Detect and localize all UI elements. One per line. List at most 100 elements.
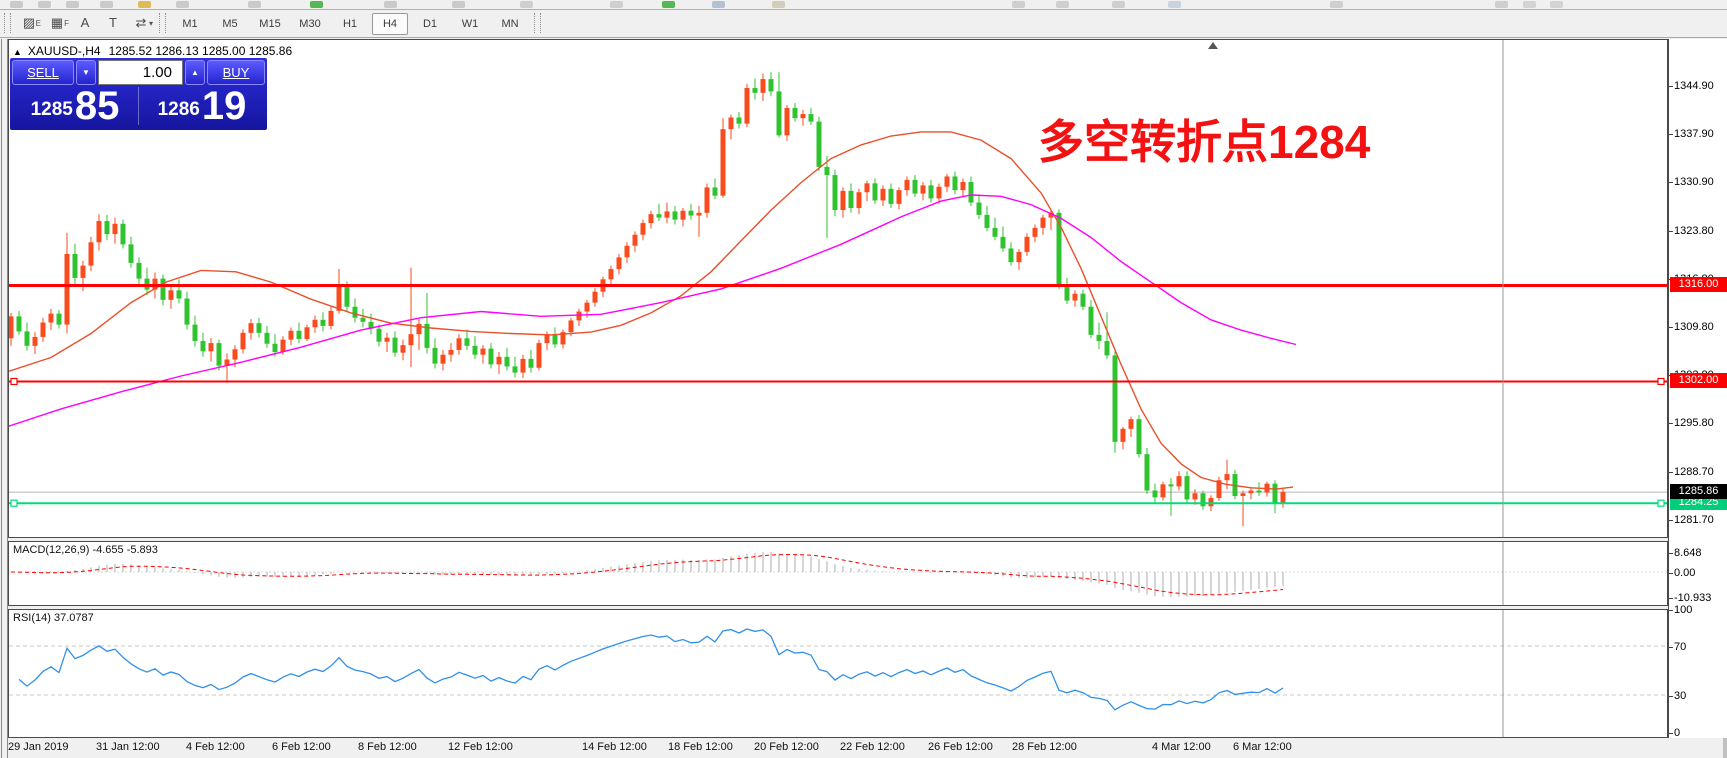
grid-tool-icon[interactable]: ▦ F [50, 15, 69, 30]
price-tick: 1288.70 [1674, 465, 1714, 478]
toolbar-icon-stub[interactable] [1056, 1, 1069, 8]
toolbar-icon-stub[interactable] [772, 1, 785, 8]
candle-body [424, 323, 430, 348]
candle-body [272, 343, 278, 352]
toolbar-icon-stub[interactable] [1330, 1, 1343, 8]
candle-body [824, 166, 830, 176]
rsi-panel[interactable]: RSI(14) 37.0787 [8, 609, 1668, 738]
toolbar-grip[interactable] [159, 13, 166, 33]
text-label-tool-icon[interactable]: A [80, 15, 90, 30]
candle-body [9, 316, 14, 339]
toolbar-icon-stub[interactable] [384, 1, 397, 8]
candle-body [664, 211, 670, 218]
candle-body [288, 330, 294, 340]
toolbar-icon-stub[interactable] [138, 1, 151, 8]
timeframe-button-h4[interactable]: H4 [372, 13, 408, 35]
one-click-trading-panel: SELL ▼ 1.00 ▲ BUY 1285 85 1286 19 [10, 58, 267, 130]
candle-body [800, 114, 806, 119]
candle-body [1216, 480, 1222, 499]
candle-body [1152, 490, 1158, 498]
toolbar-icon-stub[interactable] [1112, 1, 1125, 8]
line-handle[interactable] [1657, 377, 1665, 386]
toolbar-icon-stub[interactable] [100, 1, 113, 8]
timeframe-button-m5[interactable]: M5 [222, 18, 238, 30]
current-price-badge: 1285.86 [1670, 483, 1727, 499]
candle-body [464, 338, 470, 346]
sell-price[interactable]: 1285 85 [30, 84, 120, 128]
candle-body [472, 345, 478, 355]
chart-shift-marker[interactable] [1208, 42, 1218, 49]
candle-body [1256, 490, 1262, 493]
volume-increase-icon[interactable]: ▲ [185, 60, 205, 85]
toolbar-icon-stub[interactable] [1168, 1, 1181, 8]
chart-mode-tool-icon[interactable]: ▨ E [22, 15, 41, 30]
candle-body [928, 185, 934, 199]
price-tick: 1309.80 [1674, 321, 1714, 333]
buy-price[interactable]: 1286 19 [157, 84, 247, 128]
toolbar-icon-stub[interactable] [1523, 1, 1536, 8]
toolbar-icon-stub[interactable] [452, 1, 465, 8]
candle-body [568, 320, 574, 333]
line-handle[interactable] [10, 377, 18, 386]
date-tick-label: 31 Jan 12:00 [96, 741, 160, 753]
candle-body [168, 290, 174, 300]
candle-body [584, 302, 590, 312]
price-tick: 1330.90 [1674, 176, 1714, 189]
toolbar-icon-stub[interactable] [38, 1, 51, 8]
macd-histogram [18, 552, 1284, 597]
toolbar-icon-stub[interactable] [1550, 1, 1563, 8]
timeframe-button-mn[interactable]: MN [501, 18, 519, 30]
toolbar-grip[interactable] [534, 13, 541, 33]
rsi-tick: 70 [1674, 641, 1687, 653]
toolbar-icon-stub[interactable] [662, 1, 675, 8]
timeframe-button-m30[interactable]: M30 [299, 18, 321, 30]
toolbar-icon-stub[interactable] [176, 1, 189, 8]
toolbar-icon-stub[interactable] [520, 1, 533, 8]
timeframe-button-m1[interactable]: M1 [182, 18, 198, 30]
candle-body [536, 343, 542, 368]
symbol-ohlc-values: 1285.52 1286.13 1285.00 1285.86 [108, 44, 293, 58]
line-handle[interactable] [10, 499, 18, 507]
candle-body [896, 190, 902, 204]
toolbar-icon-stub[interactable] [1495, 1, 1508, 8]
candle-body [480, 348, 486, 355]
timeframe-button-w1[interactable]: W1 [461, 18, 479, 30]
toolbar-grip[interactable] [4, 13, 11, 33]
candle-body [1072, 293, 1078, 301]
candle-body [488, 348, 494, 365]
macd-label: MACD(12,26,9) -4.655 -5.893 [13, 544, 158, 556]
time-axis[interactable]: 29 Jan 2019 31 Jan 12:00 4 Feb 12:00 6 Feb … [8, 738, 1668, 758]
candle-body [40, 322, 46, 337]
toolbar-icon-stub[interactable] [610, 1, 623, 8]
arrows-tool-icon[interactable]: ⇄ ▾ [135, 15, 153, 30]
candle-body [736, 117, 742, 124]
text-box-tool-icon[interactable]: T [109, 15, 117, 30]
timeframe-button-m15[interactable]: M15 [259, 18, 281, 30]
toolbar-icon-stub[interactable] [10, 1, 23, 8]
candle-body [656, 214, 662, 218]
toolbar-icon-stub[interactable] [310, 1, 323, 8]
candle-body [992, 227, 998, 237]
toolbar-icon-stub[interactable] [248, 1, 261, 8]
candle-body [104, 221, 110, 235]
symbol-header: ▲ XAUUSD-,H4 1285.52 1286.13 1285.00 1285.… [13, 44, 292, 58]
price-badge-1302.00: 1302.00 [1670, 372, 1727, 388]
trade-panel-collapse-icon[interactable]: ▲ [13, 47, 22, 57]
date-tick-label: 29 Jan 2019 [8, 741, 69, 753]
date-tick-label: 28 Feb 12:00 [1012, 741, 1077, 753]
price-axis[interactable]: 1344.901337.901330.901323.801316.801309.… [1668, 39, 1727, 739]
candle-body [920, 185, 926, 194]
timeframe-button-d1[interactable]: D1 [422, 18, 438, 30]
sell-button[interactable]: SELL [12, 60, 74, 85]
timeframe-button-h1[interactable]: H1 [342, 18, 358, 30]
volume-decrease-icon[interactable]: ▼ [76, 60, 96, 85]
volume-input[interactable]: 1.00 [98, 60, 183, 85]
macd-panel[interactable]: MACD(12,26,9) -4.655 -5.893 [8, 541, 1668, 606]
price-chart-panel[interactable] [8, 39, 1668, 538]
toolbar-icon-stub[interactable] [712, 1, 725, 8]
buy-button[interactable]: BUY [207, 60, 265, 85]
candle-body [616, 257, 622, 270]
line-handle[interactable] [1657, 499, 1665, 507]
toolbar-icon-stub[interactable] [1012, 1, 1025, 8]
toolbar-icon-stub[interactable] [66, 1, 79, 8]
